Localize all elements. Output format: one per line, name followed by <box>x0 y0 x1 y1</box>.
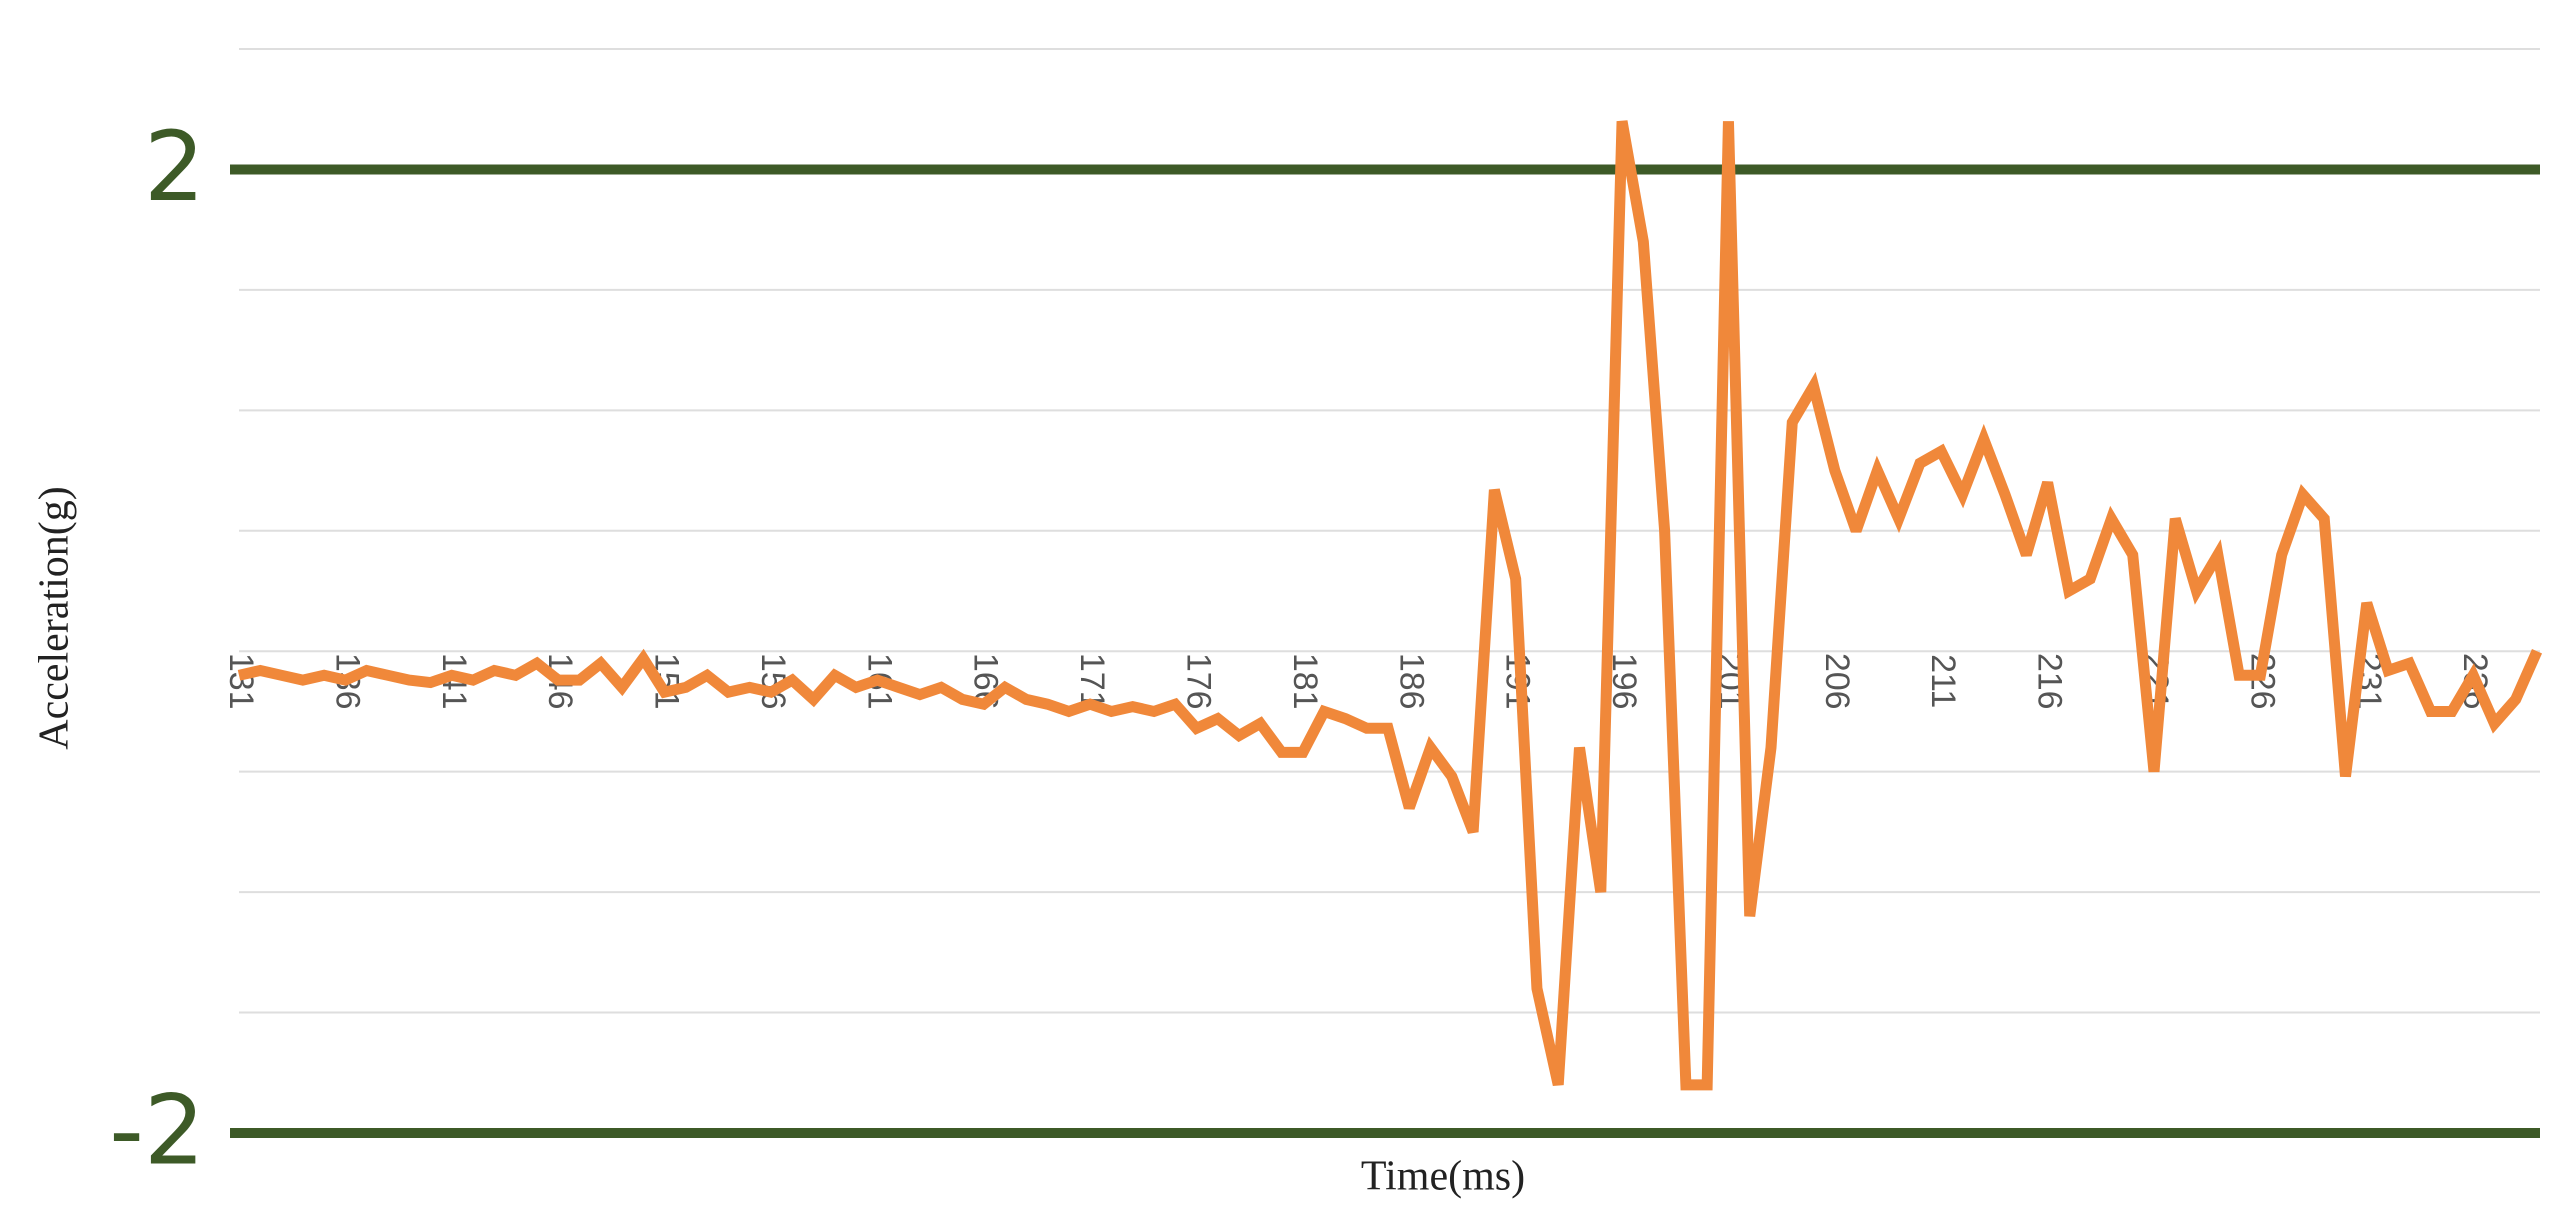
x-tick-label: 176 <box>1180 653 1218 710</box>
y-tick-label: 2 <box>144 111 205 223</box>
x-tick-label: 186 <box>1392 653 1430 710</box>
x-tick-label: 211 <box>1924 654 1962 708</box>
y-axis-label: Acceleration(g) <box>32 486 78 750</box>
x-tick-label: 131 <box>222 653 260 710</box>
x-tick-label: 181 <box>1286 653 1324 710</box>
y-tick-label: -2 <box>109 1074 205 1186</box>
x-tick-label: 206 <box>1818 653 1856 710</box>
x-tick-label: 216 <box>2031 653 2069 710</box>
data-line <box>237 120 2543 1091</box>
x-axis-label: Time(ms) <box>1361 1154 1525 1200</box>
